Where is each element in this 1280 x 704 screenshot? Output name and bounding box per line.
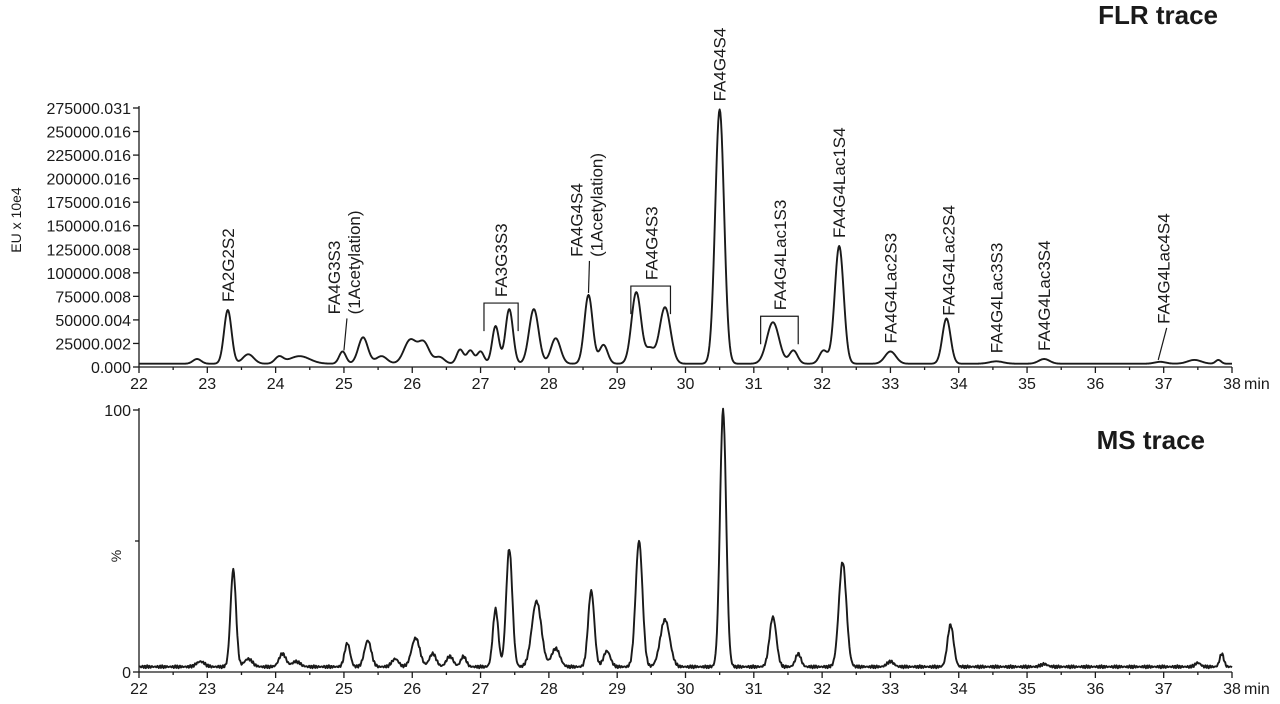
flr-x-tick-label: 33	[882, 376, 900, 393]
peak-leader-line	[587, 260, 591, 293]
flr-y-tick-label: 50000.004	[55, 313, 131, 330]
flr-x-tick-label: 38	[1223, 376, 1241, 393]
peak-label: FA3G3S3	[492, 223, 511, 297]
flr-x-tick-label: 37	[1155, 376, 1173, 393]
flr-x-tick-label: 25	[335, 376, 353, 393]
flr-y-tick-label: 225000.016	[46, 148, 131, 165]
flr-y-tick-label: 25000.002	[55, 336, 131, 353]
ms-x-tick-label: 38	[1223, 681, 1241, 698]
ms-y-tick-label: 0	[122, 665, 131, 682]
peak-label: FA4G4Lac1S4	[830, 127, 849, 238]
flr-x-tick-label: 28	[540, 376, 558, 393]
peak-label: FA4G4Lac2S4	[940, 205, 959, 316]
ms-y-tick-label: 100	[104, 403, 131, 420]
peak-label: FA4G4Lac3S3	[987, 243, 1006, 354]
flr-trace-line	[138, 108, 1233, 365]
flr-x-unit: min	[1244, 376, 1270, 393]
ms-x-tick-label: 25	[335, 681, 353, 698]
flr-y-tick-label: 200000.016	[46, 172, 131, 189]
ms-x-tick-label: 28	[540, 681, 558, 698]
peak-label: FA4G4S4	[567, 183, 586, 257]
peak-label: (1Acetylation)	[345, 210, 364, 314]
peak-bracket	[760, 315, 799, 345]
flr-y-tick-label: 100000.008	[46, 266, 131, 283]
peak-bracket	[483, 302, 519, 332]
peak-label: FA4G4Lac2S3	[881, 233, 900, 344]
peak-label: FA4G4Lac1S3	[771, 200, 790, 311]
flr-y-tick-label: 150000.016	[46, 219, 131, 236]
ms-x-tick-label: 37	[1155, 681, 1173, 698]
ms-y-axis-label: %	[108, 550, 124, 562]
ms-panel: MS trace % min 0 100 22 23 24 25 26 27 28 29 30 31…	[104, 403, 1269, 698]
ms-x-tick-label: 24	[267, 681, 285, 698]
flr-x-ticks: 22 23 24 25 26 27 28 29 30 31 32 33 34 35 36 37 38	[130, 367, 1241, 393]
flr-y-tick-label: 125000.008	[46, 242, 131, 259]
flr-x-tick-label: 29	[608, 376, 626, 393]
flr-x-tick-label: 34	[950, 376, 968, 393]
flr-x-tick-label: 32	[813, 376, 831, 393]
peak-label: (1Acetylation)	[587, 153, 606, 257]
peak-leader-line	[343, 318, 348, 351]
peak-label: FA4G4Lac4S4	[1155, 213, 1174, 324]
peak-label: FA2G2S2	[219, 228, 238, 302]
flr-x-tick-label: 22	[130, 376, 148, 393]
flr-peak-annotations: FA2G2S2 FA4G3S3 (1Acetylation) FA3G3S3FA4G4…	[219, 28, 1174, 361]
flr-x-tick-label: 27	[472, 376, 490, 393]
ms-x-tick-label: 26	[403, 681, 421, 698]
ms-x-tick-label: 27	[472, 681, 490, 698]
peak-label: FA4G4S4	[711, 28, 730, 102]
flr-x-tick-label: 36	[1086, 376, 1104, 393]
flr-x-tick-label: 30	[677, 376, 695, 393]
ms-x-unit: min	[1244, 681, 1270, 698]
flr-y-tick-label: 175000.016	[46, 195, 131, 212]
peak-leader-line	[1157, 327, 1168, 361]
flr-panel: FLR trace EU x 10e4 min 0.000 25000.002 50…	[8, 0, 1270, 393]
ms-x-tick-label: 35	[1018, 681, 1036, 698]
ms-x-tick-label: 30	[677, 681, 695, 698]
ms-y-ticks: 0 100	[104, 403, 139, 682]
flr-y-tick-label: 75000.008	[55, 289, 131, 306]
flr-y-axis-label: EU x 10e4	[8, 187, 24, 253]
flr-x-tick-label: 26	[403, 376, 421, 393]
flr-y-tick-label: 275000.031	[46, 101, 131, 118]
ms-x-tick-label: 33	[882, 681, 900, 698]
flr-y-tick-label: 250000.016	[46, 125, 131, 142]
peak-label: FA4G4Lac3S4	[1035, 240, 1054, 351]
flr-x-tick-label: 35	[1018, 376, 1036, 393]
ms-x-tick-label: 36	[1086, 681, 1104, 698]
ms-x-tick-label: 22	[130, 681, 148, 698]
peak-bracket	[630, 285, 672, 315]
flr-y-ticks: 0.000 25000.002 50000.004 75000.008 100000.0…	[46, 101, 139, 377]
flr-x-tick-label: 24	[267, 376, 285, 393]
ms-trace-line	[138, 407, 1233, 670]
ms-x-tick-label: 31	[745, 681, 763, 698]
ms-x-tick-label: 29	[608, 681, 626, 698]
flr-x-tick-label: 23	[198, 376, 216, 393]
ms-x-tick-label: 32	[813, 681, 831, 698]
ms-x-tick-label: 34	[950, 681, 968, 698]
ms-x-ticks: 22 23 24 25 26 27 28 29 30 31 32 33 34 35 36 37 38	[130, 672, 1241, 698]
peak-label: FA4G4S3	[642, 206, 661, 280]
ms-x-tick-label: 23	[198, 681, 216, 698]
flr-title: FLR trace	[1098, 0, 1218, 30]
peak-label: FA4G3S3	[325, 241, 344, 315]
flr-x-tick-label: 31	[745, 376, 763, 393]
flr-y-tick-label: 0.000	[91, 360, 131, 377]
ms-title: MS trace	[1097, 425, 1205, 455]
